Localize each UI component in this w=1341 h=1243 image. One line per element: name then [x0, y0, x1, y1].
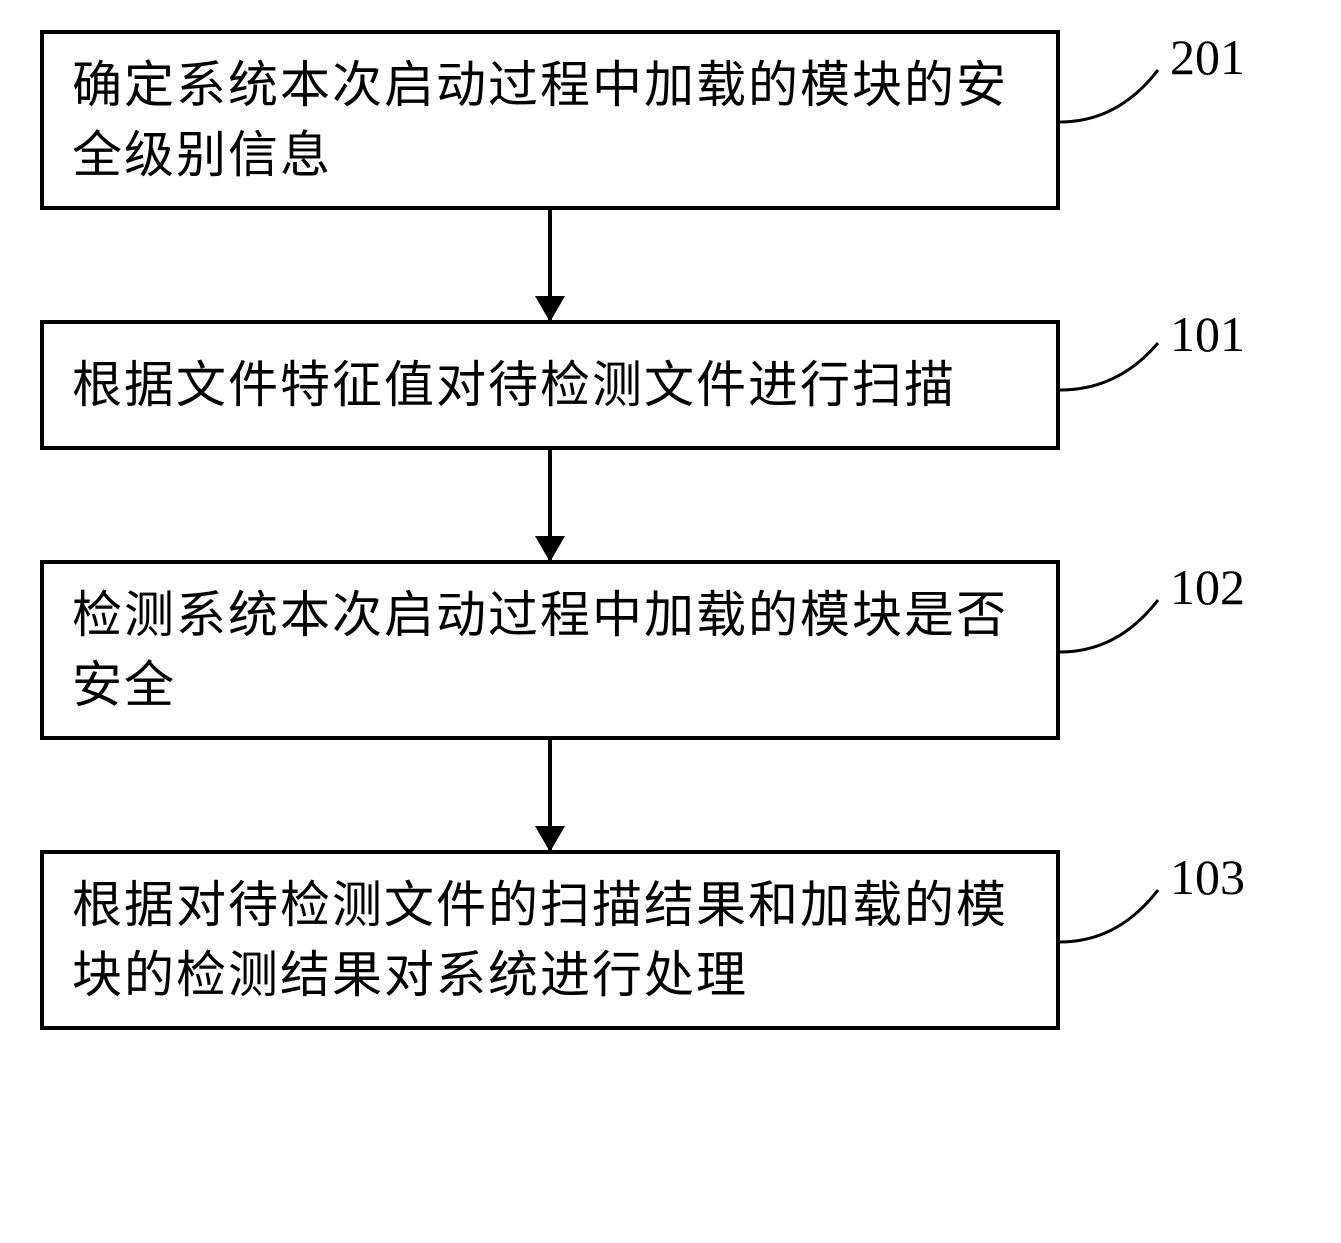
node-text: 检测系统本次启动过程中加载的模块是否安全	[72, 580, 1028, 720]
arrow-down-icon	[535, 296, 565, 322]
flowchart-edge	[40, 740, 1060, 850]
node-text: 根据文件特征值对待检测文件进行扫描	[72, 350, 956, 420]
node-text: 确定系统本次启动过程中加载的模块的安全级别信息	[72, 50, 1028, 190]
flowchart-container: 确定系统本次启动过程中加载的模块的安全级别信息 201 根据文件特征值对待检测文…	[40, 30, 1300, 1030]
flowchart-node: 确定系统本次启动过程中加载的模块的安全级别信息	[40, 30, 1060, 210]
flowchart-node: 根据文件特征值对待检测文件进行扫描	[40, 320, 1060, 450]
flowchart-node: 根据对待检测文件的扫描结果和加载的模块的检测结果对系统进行处理	[40, 850, 1060, 1030]
flowchart-node: 检测系统本次启动过程中加载的模块是否安全	[40, 560, 1060, 740]
node-label: 103	[1170, 848, 1245, 906]
arrow-down-icon	[535, 536, 565, 562]
node-text: 根据对待检测文件的扫描结果和加载的模块的检测结果对系统进行处理	[72, 870, 1028, 1010]
node-label: 201	[1170, 28, 1245, 86]
node-label: 102	[1170, 558, 1245, 616]
flowchart-edge	[40, 450, 1060, 560]
flowchart-edge	[40, 210, 1060, 320]
arrow-down-icon	[535, 826, 565, 852]
node-label: 101	[1170, 305, 1245, 363]
